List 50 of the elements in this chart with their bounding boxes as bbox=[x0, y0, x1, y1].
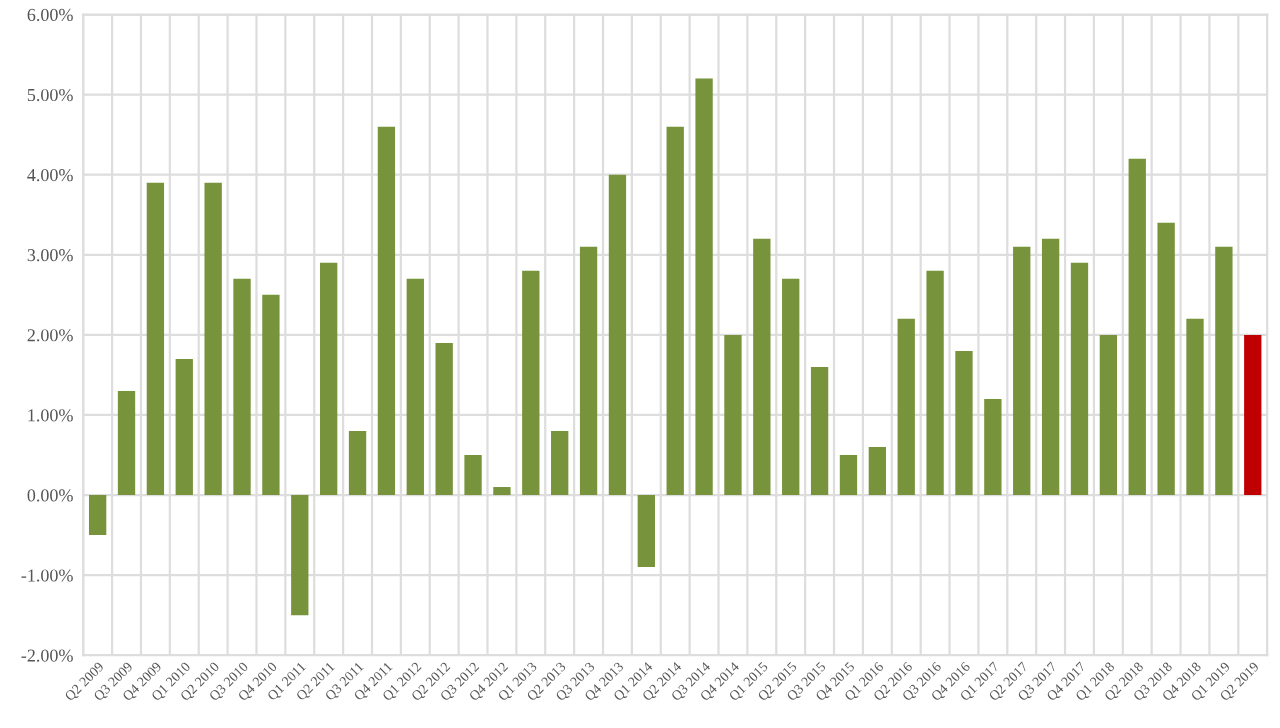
bar bbox=[984, 398, 1002, 496]
bar bbox=[146, 182, 165, 496]
bar bbox=[262, 294, 280, 496]
bar bbox=[810, 366, 829, 496]
bar bbox=[637, 495, 655, 568]
bar bbox=[579, 246, 598, 496]
y-tick-label: 1.00% bbox=[28, 409, 73, 422]
bar bbox=[1186, 318, 1204, 496]
bar bbox=[493, 487, 511, 496]
y-tick-label: -1.00% bbox=[21, 569, 73, 582]
bar bbox=[88, 495, 107, 536]
y-tick-label: 4.00% bbox=[27, 168, 73, 182]
bar bbox=[377, 126, 396, 496]
bar bbox=[666, 126, 684, 496]
bar bbox=[839, 455, 858, 496]
bar bbox=[117, 390, 136, 496]
bar bbox=[233, 278, 251, 496]
bar bbox=[1215, 246, 1233, 496]
y-tick-label: 6.00% bbox=[27, 8, 73, 22]
bar bbox=[1157, 222, 1175, 496]
bar bbox=[348, 430, 367, 496]
y-tick-label: 0.00% bbox=[27, 489, 73, 502]
bar bbox=[464, 455, 482, 496]
y-tick-label: 2.00% bbox=[27, 329, 73, 342]
bar bbox=[753, 238, 771, 496]
bar bbox=[724, 334, 742, 496]
bar bbox=[175, 358, 193, 496]
bar bbox=[608, 174, 627, 496]
bar bbox=[291, 495, 309, 616]
bar bbox=[695, 78, 713, 496]
y-tick-label: -2.00% bbox=[21, 649, 73, 662]
bar bbox=[1013, 246, 1031, 496]
y-tick-label: 3.00% bbox=[27, 249, 73, 262]
y-tick-label: 5.00% bbox=[27, 88, 73, 102]
bar bbox=[522, 270, 540, 496]
bar bbox=[320, 262, 338, 496]
bar bbox=[204, 182, 222, 496]
bar bbox=[1128, 158, 1146, 496]
bar bbox=[1099, 334, 1118, 496]
bar bbox=[897, 318, 915, 496]
bar bbox=[868, 446, 887, 496]
bar bbox=[782, 278, 800, 496]
bar bbox=[1041, 238, 1060, 496]
bar bbox=[551, 430, 569, 496]
bar bbox=[926, 270, 944, 496]
bar bbox=[955, 350, 973, 496]
bar bbox=[1070, 262, 1089, 496]
bar bbox=[1244, 334, 1262, 496]
bar bbox=[435, 342, 453, 496]
bar bbox=[406, 278, 424, 496]
